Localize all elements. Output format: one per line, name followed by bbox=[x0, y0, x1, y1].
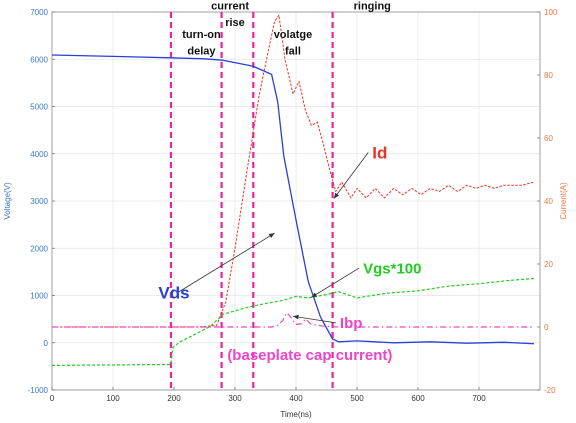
annotation-label: Ibp bbox=[340, 315, 363, 332]
phase-labels: turn-on delay current rise volatge fall ringin… bbox=[182, 1, 391, 58]
phase-label: turn-on bbox=[182, 29, 221, 41]
id-line bbox=[52, 14, 535, 328]
annotations: Id Vds Vgs*100 Ibp (baseplate cap current) bbox=[158, 143, 421, 364]
left-tick-label: 5000 bbox=[30, 103, 48, 112]
left-tick-label: 2000 bbox=[30, 244, 48, 253]
phase-label: ringing bbox=[354, 1, 391, 13]
x-tick-label: 400 bbox=[289, 394, 303, 403]
x-tick-label: 200 bbox=[167, 394, 181, 403]
phase-label: volatge bbox=[274, 29, 313, 41]
right-tick-label: 0 bbox=[544, 323, 549, 332]
left-tick-label: 3000 bbox=[30, 197, 48, 206]
right-axis-ticks: -20 0 20 40 60 80 100 bbox=[537, 8, 558, 395]
x-tick-label: 0 bbox=[50, 394, 55, 403]
left-tick-label: 6000 bbox=[30, 55, 48, 64]
right-tick-label: 80 bbox=[544, 71, 553, 80]
right-tick-label: 100 bbox=[544, 8, 558, 17]
right-tick-label: -20 bbox=[544, 386, 556, 395]
right-tick-label: 20 bbox=[544, 260, 553, 269]
annotation-label: Vds bbox=[158, 283, 189, 302]
left-tick-label: 1000 bbox=[30, 292, 48, 301]
series-group bbox=[51, 14, 535, 366]
right-tick-label: 40 bbox=[544, 197, 553, 206]
left-axis-ticks: -1000 0 1000 2000 3000 4000 5000 6000 7000 bbox=[28, 8, 55, 395]
phase-label: fall bbox=[285, 46, 301, 58]
grid bbox=[52, 12, 540, 390]
x-axis-title: Time(ns) bbox=[280, 410, 312, 419]
x-tick-label: 600 bbox=[411, 394, 425, 403]
right-tick-label: 60 bbox=[544, 134, 553, 143]
annotation-label: Vgs*100 bbox=[363, 260, 421, 277]
x-tick-label: 300 bbox=[228, 394, 242, 403]
annotation-arrowhead bbox=[293, 314, 299, 320]
x-tick-label: 700 bbox=[472, 394, 486, 403]
right-axis-title: Current(A) bbox=[559, 182, 568, 220]
phase-label: delay bbox=[187, 46, 216, 58]
annotation-arrowhead bbox=[268, 233, 275, 238]
left-tick-label: 0 bbox=[44, 339, 49, 348]
left-tick-label: 4000 bbox=[30, 150, 48, 159]
annotation-arrow-line bbox=[311, 267, 360, 298]
left-axis-title: Voltage(V) bbox=[3, 182, 12, 220]
x-tick-label: 500 bbox=[350, 394, 364, 403]
left-tick-label: -1000 bbox=[28, 386, 49, 395]
annotation-arrow-line bbox=[333, 152, 369, 199]
x-axis-ticks: 0 100 200 300 400 500 600 700 bbox=[50, 387, 486, 403]
annotation-label: Id bbox=[372, 143, 387, 162]
phase-label: current bbox=[211, 1, 249, 13]
annotation-arrow-line bbox=[177, 232, 275, 293]
vgs-line bbox=[51, 277, 534, 366]
annotation-arrowhead bbox=[311, 292, 318, 298]
annotation-arrowhead bbox=[333, 192, 339, 199]
ibp-line bbox=[52, 312, 534, 328]
phase-label: rise bbox=[225, 17, 245, 29]
vds-line bbox=[51, 54, 534, 345]
x-tick-label: 100 bbox=[106, 394, 120, 403]
annotation-label: (baseplate cap current) bbox=[227, 347, 392, 364]
annotation-arrow-line bbox=[292, 315, 336, 324]
left-tick-label: 7000 bbox=[30, 8, 48, 17]
